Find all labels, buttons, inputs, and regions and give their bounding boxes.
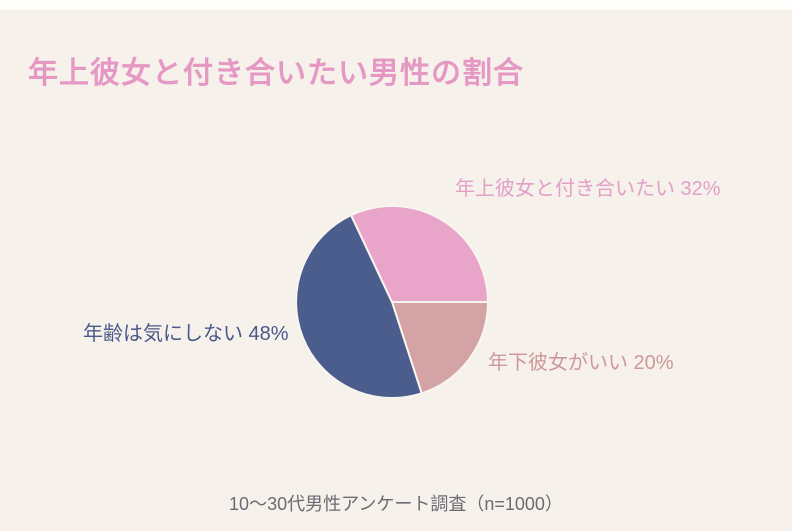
- slice-label-younger-girlfriend: 年下彼女がいい 20%: [488, 352, 674, 374]
- chart-title: 年上彼女と付き合いたい男性の割合: [28, 56, 524, 91]
- pie-chart: [295, 205, 489, 399]
- survey-caption: 10〜30代男性アンケート調査（n=1000）: [229, 494, 563, 514]
- pie-slice: [350, 205, 489, 303]
- slice-label-age-no-matter: 年齢は気にしない 48%: [83, 323, 289, 345]
- slice-label-older-girlfriend: 年上彼女と付き合いたい 32%: [455, 178, 721, 200]
- pie-slice: [391, 301, 489, 395]
- top-strip: [0, 0, 792, 10]
- pie-slice: [295, 214, 423, 399]
